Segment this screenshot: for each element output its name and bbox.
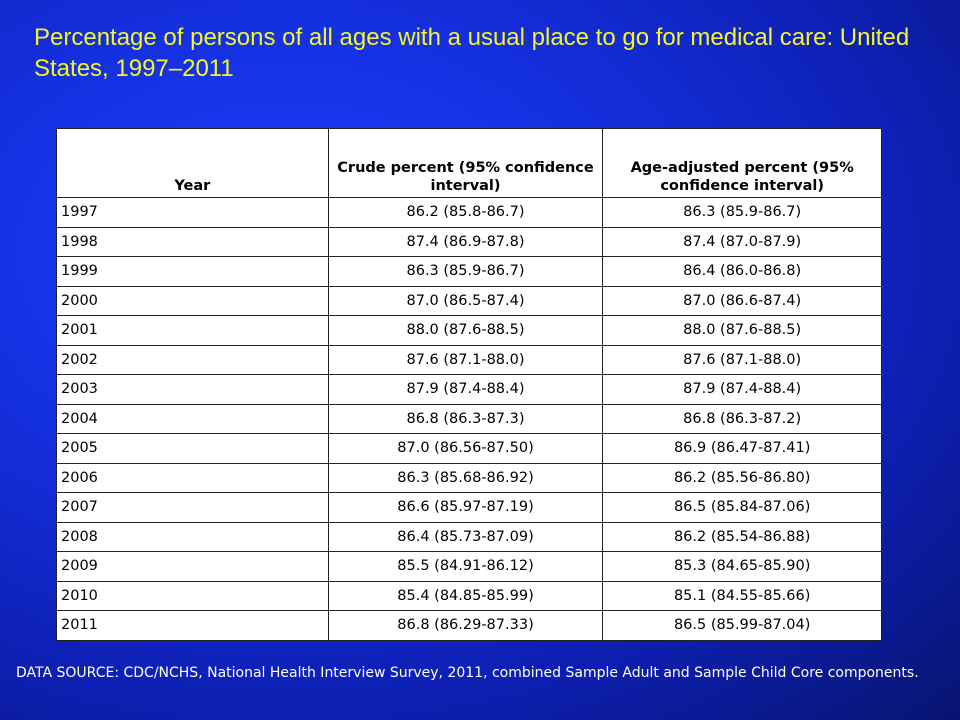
year-cell: 2001 — [56, 315, 329, 346]
crude-percent-cell: 86.8 (86.29-87.33) — [327, 610, 604, 641]
age-adjusted-percent-cell: 87.0 (86.6-87.4) — [602, 285, 882, 316]
year-cell: 1999 — [56, 256, 329, 287]
header-year: Year — [56, 128, 329, 198]
age-adjusted-percent-cell: 86.4 (86.0-86.8) — [602, 256, 882, 287]
crude-percent-cell: 88.0 (87.6-88.5) — [327, 315, 604, 346]
table-row: 2009 85.5 (84.91-86.12) 85.3 (84.65-85.90) — [56, 551, 882, 582]
crude-percent-cell: 86.3 (85.9-86.7) — [327, 256, 604, 287]
age-adjusted-percent-cell: 85.1 (84.55-85.66) — [602, 580, 882, 611]
crude-percent-cell: 86.6 (85.97-87.19) — [327, 492, 604, 523]
year-cell: 2009 — [56, 551, 329, 582]
table-row: 1999 86.3 (85.9-86.7) 86.4 (86.0-86.8) — [56, 256, 882, 287]
year-cell: 1997 — [56, 197, 329, 228]
age-adjusted-percent-cell: 86.8 (86.3-87.2) — [602, 403, 882, 434]
data-source-note: DATA SOURCE: CDC/NCHS, National Health I… — [16, 665, 919, 681]
age-adjusted-percent-cell: 86.2 (85.54-86.88) — [602, 521, 882, 552]
table-row: 2011 86.8 (86.29-87.33) 86.5 (85.99-87.04) — [56, 610, 882, 641]
table-row: 1998 87.4 (86.9-87.8) 87.4 (87.0-87.9) — [56, 226, 882, 257]
crude-percent-cell: 87.0 (86.56-87.50) — [327, 433, 604, 464]
crude-percent-cell: 85.5 (84.91-86.12) — [327, 551, 604, 582]
table-row: 2010 85.4 (84.85-85.99) 85.1 (84.55-85.66) — [56, 580, 882, 611]
slide-title: Percentage of persons of all ages with a… — [34, 24, 910, 82]
table-row: 2006 86.3 (85.68-86.92) 86.2 (85.56-86.80) — [56, 462, 882, 493]
year-cell: 2006 — [56, 462, 329, 493]
year-cell: 2011 — [56, 610, 329, 641]
crude-percent-cell: 87.4 (86.9-87.8) — [327, 226, 604, 257]
age-adjusted-percent-cell: 86.9 (86.47-87.41) — [602, 433, 882, 464]
age-adjusted-percent-cell: 86.2 (85.56-86.80) — [602, 462, 882, 493]
age-adjusted-percent-cell: 86.5 (85.84-87.06) — [602, 492, 882, 523]
table-header-row: Year Crude percent (95% confidence inter… — [56, 128, 882, 198]
year-cell: 2004 — [56, 403, 329, 434]
year-cell: 2000 — [56, 285, 329, 316]
table-row: 2004 86.8 (86.3-87.3) 86.8 (86.3-87.2) — [56, 403, 882, 434]
table-row: 1997 86.2 (85.8-86.7) 86.3 (85.9-86.7) — [56, 197, 882, 228]
table-row: 2002 87.6 (87.1-88.0) 87.6 (87.1-88.0) — [56, 344, 882, 375]
crude-percent-cell: 86.3 (85.68-86.92) — [327, 462, 604, 493]
crude-percent-cell: 86.2 (85.8-86.7) — [327, 197, 604, 228]
age-adjusted-percent-cell: 85.3 (84.65-85.90) — [602, 551, 882, 582]
age-adjusted-percent-cell: 88.0 (87.6-88.5) — [602, 315, 882, 346]
table-body: 1997 86.2 (85.8-86.7) 86.3 (85.9-86.7) 1998… — [56, 197, 882, 641]
data-table-container: Year Crude percent (95% confidence inter… — [56, 128, 882, 641]
age-adjusted-percent-cell: 87.4 (87.0-87.9) — [602, 226, 882, 257]
table-row: 2000 87.0 (86.5-87.4) 87.0 (86.6-87.4) — [56, 285, 882, 316]
crude-percent-cell: 85.4 (84.85-85.99) — [327, 580, 604, 611]
year-cell: 2002 — [56, 344, 329, 375]
table-row: 2001 88.0 (87.6-88.5) 88.0 (87.6-88.5) — [56, 315, 882, 346]
crude-percent-cell: 87.9 (87.4-88.4) — [327, 374, 604, 405]
header-crude-percent: Crude percent (95% confidence interval) — [327, 128, 604, 198]
usual-place-of-care-table: Year Crude percent (95% confidence inter… — [56, 128, 882, 641]
crude-percent-cell: 86.8 (86.3-87.3) — [327, 403, 604, 434]
year-cell: 2007 — [56, 492, 329, 523]
crude-percent-cell: 87.6 (87.1-88.0) — [327, 344, 604, 375]
year-cell: 2008 — [56, 521, 329, 552]
header-age-adjusted-percent: Age-adjusted percent (95% confidence int… — [602, 128, 882, 198]
age-adjusted-percent-cell: 87.9 (87.4-88.4) — [602, 374, 882, 405]
year-cell: 2010 — [56, 580, 329, 611]
age-adjusted-percent-cell: 87.6 (87.1-88.0) — [602, 344, 882, 375]
year-cell: 2005 — [56, 433, 329, 464]
table-row: 2007 86.6 (85.97-87.19) 86.5 (85.84-87.06) — [56, 492, 882, 523]
table-row: 2005 87.0 (86.56-87.50) 86.9 (86.47-87.41) — [56, 433, 882, 464]
crude-percent-cell: 86.4 (85.73-87.09) — [327, 521, 604, 552]
age-adjusted-percent-cell: 86.5 (85.99-87.04) — [602, 610, 882, 641]
crude-percent-cell: 87.0 (86.5-87.4) — [327, 285, 604, 316]
year-cell: 2003 — [56, 374, 329, 405]
table-row: 2008 86.4 (85.73-87.09) 86.2 (85.54-86.88) — [56, 521, 882, 552]
age-adjusted-percent-cell: 86.3 (85.9-86.7) — [602, 197, 882, 228]
year-cell: 1998 — [56, 226, 329, 257]
table-row: 2003 87.9 (87.4-88.4) 87.9 (87.4-88.4) — [56, 374, 882, 405]
